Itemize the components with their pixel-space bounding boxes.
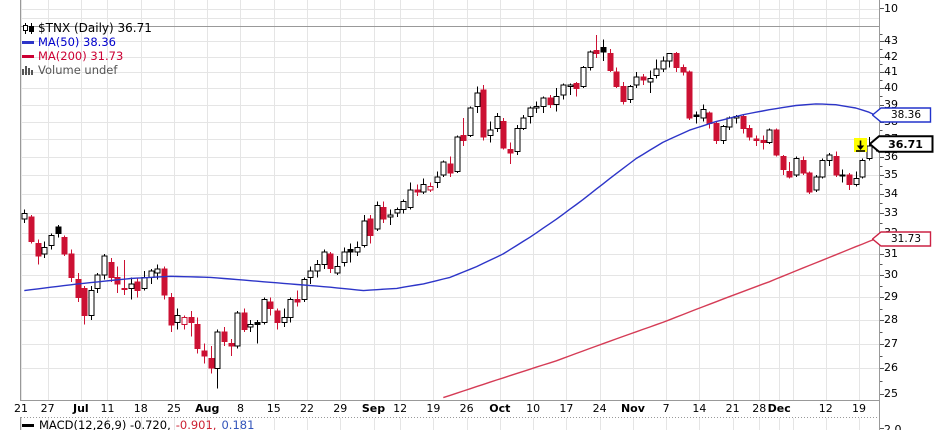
y-axis-label: 30 (884, 268, 898, 282)
ma50-price-tag: 38.36 (872, 107, 932, 123)
ma50-price-tag-value: 38.36 (890, 109, 922, 121)
y-axis-label: 33 (884, 206, 898, 220)
ma50-line-swatch (22, 40, 34, 44)
y-axis-label: 40 (884, 81, 898, 95)
x-axis-label: 11 (100, 402, 115, 415)
legend-ma200-row: MA(200) 31.73 (22, 49, 152, 63)
macd-legend-row: MACD(12,26,9) -0.720, -0.901, 0.181 (22, 418, 254, 430)
x-axis-label: Dec (767, 402, 791, 415)
ma200-price-tag-value: 31.73 (890, 233, 922, 245)
y-axis-label: 26 (884, 361, 898, 375)
ma50-line (24, 103, 877, 292)
candlestick-chart-icon (22, 22, 38, 34)
macd-label: MACD(12,26,9) -0.720, (39, 418, 171, 430)
last-price-tag-value: 36.71 (888, 137, 923, 151)
x-axis-label: 21 (725, 402, 740, 415)
x-axis-label: 29 (333, 402, 348, 415)
y-axis-label: 29 (884, 290, 898, 304)
ma200-line-swatch (22, 54, 34, 58)
y-axis-label: 27 (884, 336, 898, 350)
x-axis-label: 18 (133, 402, 148, 415)
x-axis-label: 12 (818, 402, 833, 415)
symbol-title: $TNX (Daily) 36.71 (38, 21, 152, 35)
macd-histogram-value: -0.901, (175, 418, 217, 430)
legend-volume-row: Volume undef (22, 63, 152, 77)
y-axis-label: 31 (884, 246, 898, 260)
candles-layer (21, 35, 880, 389)
x-axis-label: 15 (266, 402, 281, 415)
x-axis-label: 8 (236, 402, 244, 415)
x-axis-label: 25 (166, 402, 181, 415)
x-axis-label: Nov (620, 402, 645, 415)
volume-bars-icon (22, 65, 38, 75)
x-axis-label: 22 (300, 402, 314, 415)
volume-label: Volume undef (38, 63, 118, 77)
x-axis-label: 10 (526, 402, 541, 415)
ma200-line (443, 238, 876, 399)
x-axis-label: 26 (459, 402, 474, 415)
ma200-price-tag: 31.73 (872, 231, 932, 247)
x-axis-label: 21 (14, 402, 28, 415)
x-axis-label: Jul (73, 402, 89, 415)
y-axis-label: 36 (884, 149, 898, 163)
y-axis-label: 34 (884, 186, 898, 200)
x-axis-label: 19 (852, 402, 867, 415)
legend-title-row: $TNX (Daily) 36.71 (22, 21, 152, 35)
chart-legend: $TNX (Daily) 36.71 MA(50) 38.36 MA(200) … (22, 21, 152, 77)
x-axis-label: 17 (559, 402, 574, 415)
x-axis-label: 24 (592, 402, 607, 415)
ma200-label: MA(200) 31.73 (38, 49, 124, 63)
x-axis-label: Sep (361, 402, 386, 415)
macd-axis-label: 2.0 (884, 423, 902, 430)
x-axis-label: 7 (662, 402, 670, 415)
x-axis-label: 14 (692, 402, 707, 415)
x-axis-label: 28 (752, 402, 767, 415)
pane-borders (20, 0, 880, 430)
legend-ma50-row: MA(50) 38.36 (22, 35, 152, 49)
x-axis-label: 12 (393, 402, 408, 415)
x-axis-label: 27 (40, 402, 55, 415)
y-axis-label: 25 (884, 386, 898, 400)
ma50-label: MA(50) 38.36 (38, 35, 116, 49)
top-pane-axis-label: 10 (884, 2, 898, 15)
x-axis-label: Oct (489, 402, 511, 415)
x-axis-label: 19 (426, 402, 441, 415)
y-axis-label: 43 (884, 34, 898, 48)
last-price-marker (854, 138, 867, 152)
last-price-tag: 36.71 (869, 135, 934, 153)
y-axis-label: 28 (884, 313, 898, 327)
y-axis-label: 35 (884, 168, 898, 182)
x-axis-label: Aug (195, 402, 220, 415)
macd-signal-value: 0.181 (221, 418, 255, 430)
y-axis-label: 39 (884, 97, 898, 111)
y-axis-label: 42 (884, 49, 898, 63)
macd-line-swatch (22, 423, 34, 427)
y-axis-label: 41 (884, 65, 898, 79)
